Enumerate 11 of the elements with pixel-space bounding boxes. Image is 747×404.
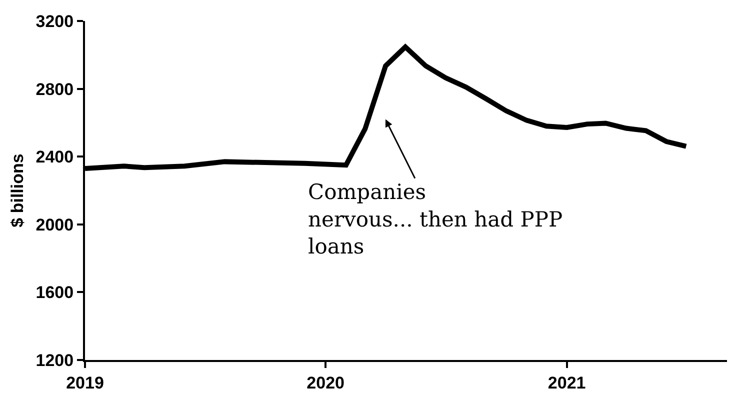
y-tick-label: 3200 [36,12,74,31]
y-tick-label: 2000 [36,215,74,234]
y-tick-label: 2400 [36,148,74,167]
y-tick-label: 1200 [36,350,74,370]
y-axis-title: $ billions [8,154,27,228]
y-tick-label: 2800 [36,80,74,99]
y-tick-label: 1600 [36,283,74,302]
x-tick-label: 2019 [66,373,104,392]
annotation: Companies nervous... then had PPP loans [308,180,563,259]
x-tick-label: 2020 [306,373,345,392]
x-tick-label: 2021 [548,373,586,392]
